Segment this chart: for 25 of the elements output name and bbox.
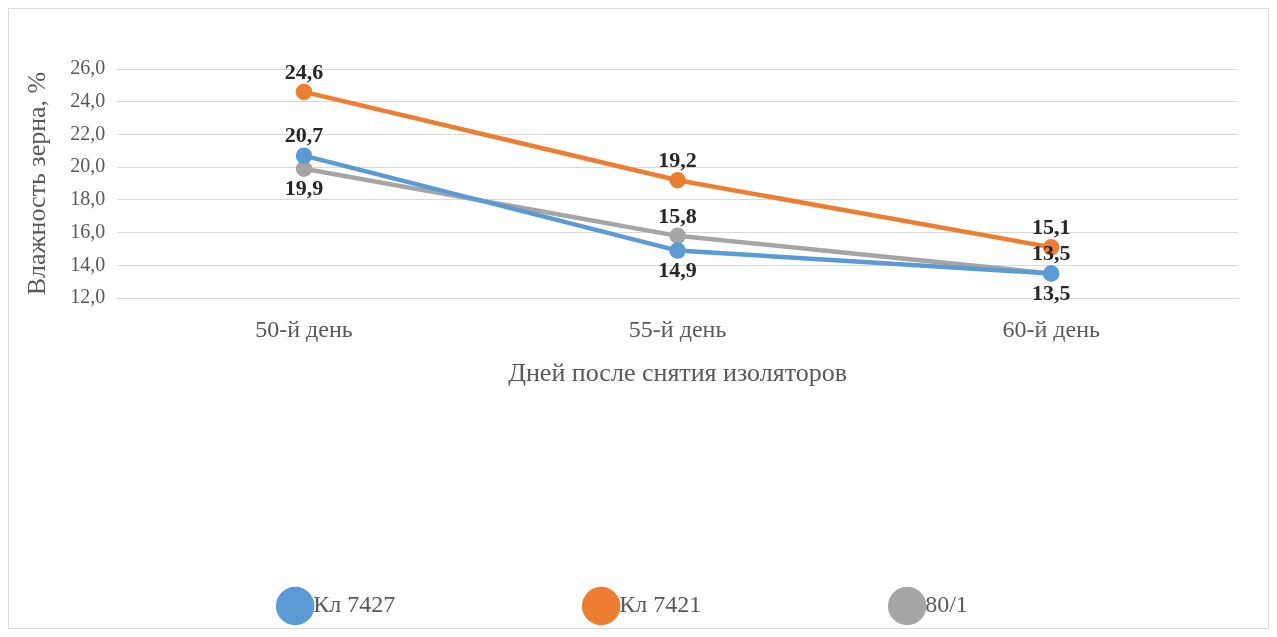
y-tick-label: 14,0 (70, 252, 106, 275)
data-label: 24,6 (284, 58, 324, 84)
legend-label: 80/1 (925, 591, 968, 618)
data-label: 19,2 (658, 146, 697, 172)
data-label: 13,5 (1031, 240, 1071, 266)
data-label: 15,8 (658, 202, 697, 228)
x-tick-label: 55-й день (628, 315, 727, 342)
x-axis-title: Дней после снятия изоляторов (508, 358, 847, 388)
y-axis-title: Влажность зерна, % (22, 71, 52, 296)
y-tick-label: 24,0 (70, 88, 106, 111)
x-tick-label: 50-й день (255, 315, 353, 342)
data-label: 14,9 (658, 257, 697, 283)
y-tick-label: 20,0 (70, 154, 106, 177)
legend-label: Кл 7427 (313, 591, 396, 618)
data-label: 15,1 (1031, 213, 1071, 239)
y-tick-label: 16,0 (70, 219, 106, 242)
legend-label: Кл 7421 (619, 591, 702, 618)
data-label: 13,5 (1031, 280, 1071, 306)
data-label: 19,9 (284, 175, 324, 201)
y-tick-label: 22,0 (70, 121, 106, 144)
x-tick-label: 60-й день (1002, 315, 1100, 342)
y-tick-label: 18,0 (70, 187, 106, 210)
y-tick-label: 26,0 (70, 56, 106, 79)
data-label: 20,7 (284, 122, 324, 148)
y-tick-label: 12,0 (70, 285, 106, 308)
